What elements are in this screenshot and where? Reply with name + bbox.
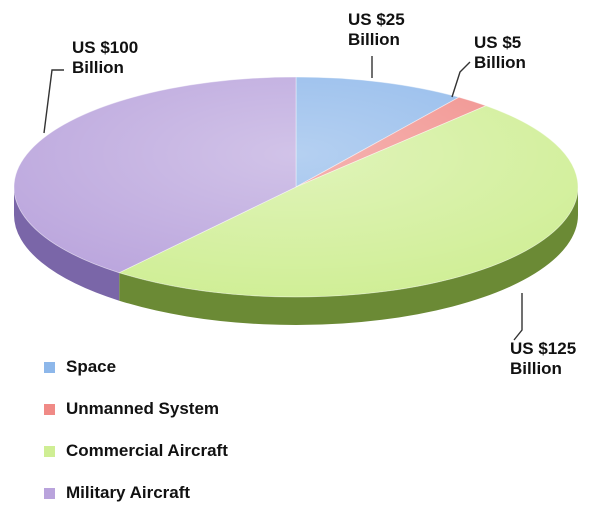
chart-legend: Space Unmanned System Commercial Aircraf… [44,356,304,524]
slice-label-unmanned-system-line1: US $5 [474,33,522,52]
legend-swatch-space [44,362,55,373]
legend-item-unmanned-system: Unmanned System [44,398,304,440]
slice-label-space-line2: Billion [348,30,400,49]
legend-label-space: Space [66,357,117,376]
slice-label-commercial-aircraft-line1: US $125 [510,339,577,358]
legend-label-commercial-aircraft: Commercial Aircraft [66,441,228,460]
legend-label-military-aircraft: Military Aircraft [66,483,191,502]
legend-item-space: Space [44,356,304,398]
legend-item-commercial-aircraft: Commercial Aircraft [44,440,304,482]
slice-label-military-aircraft: US $100 Billion [72,38,138,78]
leader-line-commercial-aircraft [513,293,523,341]
legend-swatch-unmanned-system [44,404,55,415]
legend-label-unmanned-system: Unmanned System [66,399,220,418]
slice-label-military-aircraft-line2: Billion [72,58,124,77]
slice-label-unmanned-system: US $5 Billion [474,33,526,73]
slice-label-commercial-aircraft-line2: Billion [510,359,562,378]
legend-swatch-military-aircraft [44,488,55,499]
leader-line-military-aircraft [43,69,64,134]
legend-item-military-aircraft: Military Aircraft [44,482,304,524]
pie-chart: US $25 Billion US $5 Billion US $125 Bil… [13,10,579,502]
slice-label-military-aircraft-line1: US $100 [72,38,139,57]
slice-label-commercial-aircraft: US $125 Billion [510,339,576,379]
slice-label-unmanned-system-line2: Billion [474,53,526,72]
leader-line-unmanned-system [451,61,471,98]
legend-swatch-commercial-aircraft [44,446,55,457]
slice-label-space: US $25 Billion [348,10,405,50]
slice-label-space-line1: US $25 [348,10,405,29]
